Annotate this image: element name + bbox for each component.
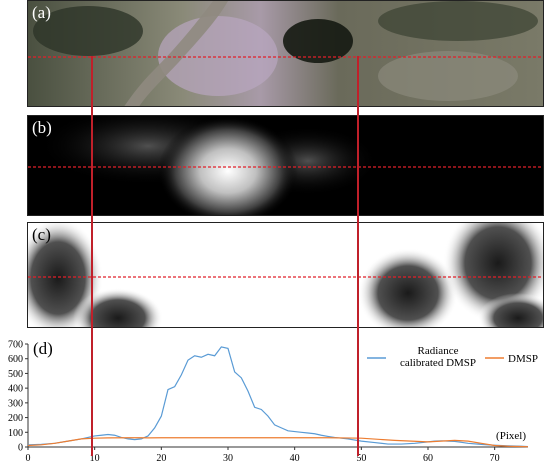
y-tick-label: 200	[8, 413, 23, 424]
x-tick-label: 30	[223, 453, 233, 464]
x-axis-label: (Pixel)	[496, 430, 526, 442]
y-tick-label: 300	[8, 398, 23, 409]
legend-label-dmsp: DMSP	[508, 353, 538, 365]
panel-c-radiance-image: (c)	[27, 222, 544, 328]
series-line-dmsp	[27, 437, 529, 448]
panel-a-satellite-image: (a)	[27, 0, 544, 107]
x-tick-label: 20	[156, 453, 166, 464]
satellite-image	[28, 1, 543, 106]
y-tick-label: 400	[8, 384, 23, 395]
panel-label-d: (d)	[33, 339, 53, 358]
panel-label-c: (c)	[32, 225, 51, 244]
x-tick-label: 70	[490, 453, 500, 464]
series-line-radiance-calibrated-dmsp	[27, 346, 529, 448]
legend-label-radiance-line2: calibrated DMSP	[400, 357, 476, 369]
y-tick-label: 500	[8, 369, 23, 380]
guide-line-left	[91, 56, 93, 456]
x-tick-label: 40	[290, 453, 300, 464]
y-tick-label: 0	[18, 443, 23, 454]
panel-label-b: (b)	[32, 118, 52, 137]
radiance-image	[28, 223, 543, 327]
legend-label-radiance-line1: Radiance	[418, 345, 459, 357]
y-tick-label: 600	[8, 354, 23, 365]
x-tick-label: 60	[423, 453, 433, 464]
guide-line-right	[357, 56, 359, 456]
y-tick-label: 100	[8, 428, 23, 439]
dmsp-image	[28, 116, 543, 215]
x-tick-label: 0	[26, 453, 31, 464]
panel-label-a: (a)	[32, 3, 51, 22]
panel-b-dmsp-image: (b)	[27, 115, 544, 216]
y-tick-label: 700	[8, 340, 23, 351]
river	[124, 1, 228, 106]
